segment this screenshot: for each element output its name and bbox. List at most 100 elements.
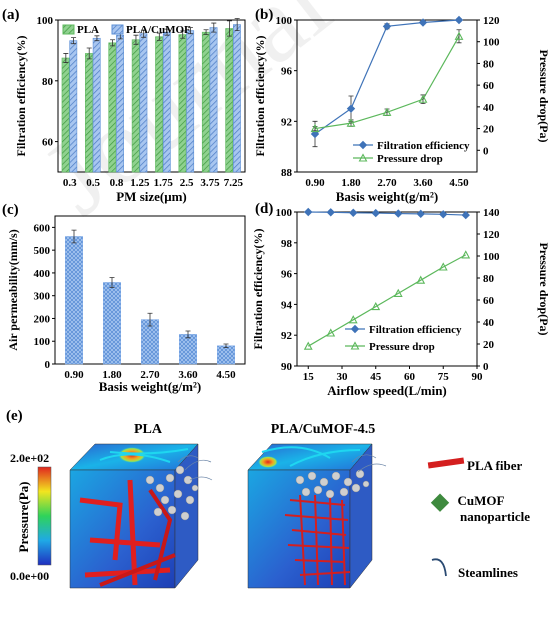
error-bar [312,126,318,132]
point-pressure [382,107,392,116]
panel-b-ytick-label: 88 [281,167,293,179]
panel-c-ytick-label: 200 [34,313,51,325]
panel-b-y2tick-label: 80 [483,58,495,70]
error-bar [86,47,92,60]
bar-pla [155,36,163,173]
panel-c: (c) 0 100 200 300 400 500 600 0.90 1.80 2.70 3.60 4.… [2,202,246,394]
panel-d-ytick-label: 94 [281,299,293,311]
panel-c-xtick-label: 4.50 [216,369,236,381]
point-pressure [461,250,471,259]
panel-b-xtick-label: 1.80 [341,177,361,189]
pla-cumof-cube [247,443,387,589]
panel-b-xtick-label: 2.70 [377,177,397,189]
bar-pla-cumof [69,40,78,173]
panel-b-y2tick-label: 20 [483,124,495,136]
bar-air-permeability [179,334,197,365]
legend-cumof-line1: CuMOF [458,493,505,508]
error-bar [156,32,162,41]
panel-e-label: (e) [6,408,23,424]
panel-a-xlabel: PM size(μm) [116,189,187,204]
panel-c-ytick-label: 0 [45,359,51,371]
point-pressure [393,288,403,297]
panel-c-ytick-label: 100 [34,336,51,348]
cumof-particle-swatch [430,493,450,512]
panel-b-plot-frame [296,19,478,173]
point-pressure [416,275,426,284]
legend-label-pla-cumof: PLA/CuMOF [126,24,191,36]
panel-b-y2tick-label: 60 [483,80,495,92]
panel-d-xtick-label: 45 [370,371,382,383]
legend-marker [350,324,360,334]
point-filtration [418,18,428,27]
series-line-pressure [307,254,467,347]
point-pressure [310,123,320,133]
colorbar-max: 2.0e+02 [10,451,49,465]
panel-b-ytick-label: 96 [281,66,293,78]
error-bar [109,277,115,288]
pla-cube [69,443,213,589]
point-pressure [454,31,464,40]
panel-c-xtick-label: 0.90 [64,369,84,381]
colorbar-title: Pressure(Pa) [16,482,31,553]
bar-pla-cumof [162,31,171,173]
error-bar [110,39,116,47]
panel-d-y2tick-label: 20 [483,339,495,351]
point-filtration [304,207,313,217]
panel-d-ytick-label: 100 [276,207,293,219]
error-bar [234,18,240,32]
panel-d-label: (d) [255,201,273,217]
panel-b: (b) 88 92 96 100 0 20 40 60 80 100 120 0.90 1.80 2.70 3… [253,7,551,204]
legend-marker [350,341,360,350]
panel-d-y2tick-label: 120 [483,229,500,241]
panel-a-label: (a) [2,7,20,23]
error-bar [147,312,153,327]
panel-a-ytick-label: 80 [42,76,54,88]
error-bar [185,330,191,339]
error-bar [226,20,232,37]
panel-a-ytick-label: 60 [42,137,54,149]
legend-marker [358,140,368,150]
legend-label: Filtration efficiency [377,140,470,152]
legend-swatch-pla [62,24,75,35]
panel-b-y2tick-label: 40 [483,102,495,114]
panel-b-y2tick-label: 100 [483,37,500,49]
point-pressure [346,118,356,127]
series-line-filtration [314,19,460,135]
panel-a-xtick-label: 0.3 [63,177,77,189]
bar-air-permeability [65,236,83,365]
point-filtration [382,22,392,31]
bar-pla-cumof [209,27,218,173]
error-bar [164,28,170,36]
panel-d-xlabel: Airflow speed(L/min) [327,383,447,398]
panel-d-y2tick-label: 60 [483,295,495,307]
panel-c-xtick-label: 3.60 [178,369,198,381]
panel-a-xtick-label: 0.5 [86,177,100,189]
panel-c-ytick-label: 400 [34,268,51,280]
panel-b-label: (b) [255,7,273,23]
bar-air-permeability [217,345,235,365]
point-pressure [418,94,428,103]
error-bar [203,29,209,35]
bar-pla [131,39,140,173]
panel-b-xlabel: Basis weight(g/m²) [336,189,438,204]
error-bar [71,37,77,45]
panel-c-label: (c) [2,202,19,218]
point-filtration [439,210,448,219]
panel-d-y2tick-label: 80 [483,273,495,285]
legend-label: Pressure drop [377,153,443,165]
error-bar [133,34,139,45]
panel-a-xtick-label: 1.75 [154,177,174,189]
panel-e: (e) PLA PLA/CuMOF-4.5 2.0e+02 0.0e+00 Pr… [6,408,530,589]
colorbar [37,466,52,566]
legend-streamlines: Steamlines [458,565,518,580]
point-pressure [438,262,448,271]
point-filtration [310,129,320,139]
panel-c-xtick-label: 2.70 [140,369,160,381]
panel-b-ylabel: Filtration efficiency(%) [253,36,267,157]
error-bar [187,27,193,35]
point-filtration [326,208,335,217]
bar-pla-cumof [92,37,101,173]
legend-cumof-line2: nanoparticle [460,509,530,524]
panel-a-plot-frame [57,19,246,173]
